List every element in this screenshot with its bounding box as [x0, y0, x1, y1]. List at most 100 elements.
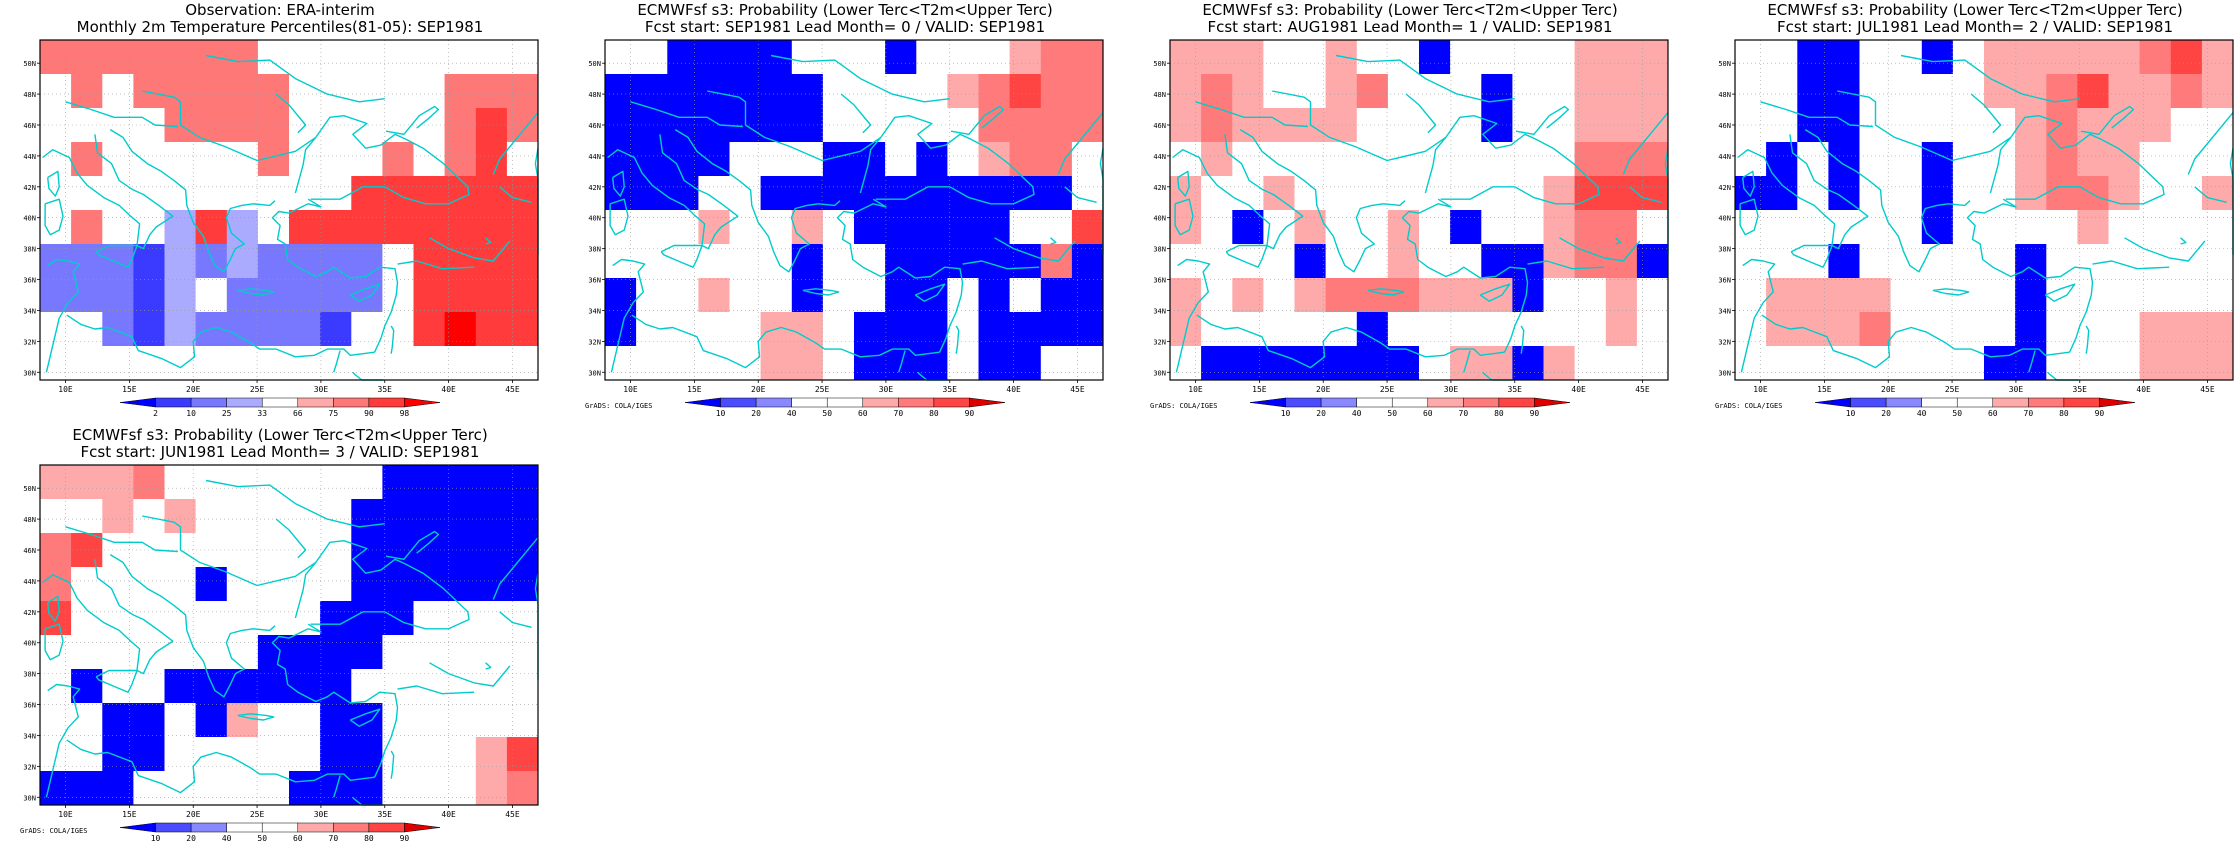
grid-cell	[978, 40, 1010, 75]
grid-cell	[1921, 244, 1954, 279]
coastline	[2180, 237, 2187, 245]
lon-tick-label: 30E	[2009, 385, 2024, 394]
grid-cell	[1984, 176, 2016, 211]
grid-cell	[1859, 244, 1891, 279]
coastline	[499, 611, 532, 628]
lat-tick-label: 40N	[1153, 215, 1166, 223]
grid-cell	[947, 346, 979, 381]
grid-cell	[1605, 278, 1638, 313]
lat-tick-label: 42N	[1153, 184, 1166, 192]
grid-cell	[667, 40, 699, 75]
lat-tick-label: 50N	[1718, 60, 1731, 68]
lat-tick-label: 32N	[588, 338, 601, 346]
coastline	[1175, 258, 1211, 373]
grid-cell	[1543, 108, 1575, 143]
map-svg: 10E 15E 20E 25E 30E 35E 40E 45E 30N 32N 34N 36N 38N 4…	[1718, 39, 2234, 418]
coastline	[2124, 237, 2206, 262]
grid-cell	[885, 278, 917, 313]
grid-cell	[40, 533, 72, 568]
grid-cell	[320, 312, 352, 347]
grid-cell	[2046, 74, 2078, 109]
grid-cell	[2015, 176, 2047, 211]
colorbar-label: 80	[1494, 409, 1504, 418]
grid-cell	[475, 40, 508, 75]
grid-cell	[226, 499, 259, 534]
grid-cell	[40, 312, 72, 347]
colorbar-segment	[1498, 397, 1535, 408]
lon-tick-label: 15E	[122, 810, 137, 819]
coastline	[609, 198, 629, 236]
grid-cell	[289, 210, 321, 245]
grid-cell	[164, 142, 196, 177]
lat-tick-label: 34N	[588, 307, 601, 315]
lat-tick-label: 36N	[1153, 277, 1166, 285]
grid-cell	[506, 346, 539, 381]
coastline	[674, 129, 841, 273]
coastline	[994, 237, 1076, 262]
grid-cell	[1450, 40, 1482, 75]
grid-cell	[475, 74, 508, 109]
grid-cell	[40, 40, 72, 75]
lat-tick-label: 42N	[588, 184, 601, 192]
grid-cell	[1263, 40, 1295, 75]
coastline	[1742, 170, 1755, 197]
grid-cell	[320, 737, 352, 772]
grid-cell	[1201, 210, 1233, 245]
lat-tick-label: 32N	[23, 763, 36, 771]
grid-cell	[289, 567, 321, 602]
grid-cell	[506, 737, 539, 772]
grid-cell	[667, 142, 699, 177]
grid-cell	[1232, 210, 1264, 245]
grid-cell	[164, 771, 196, 806]
grid-cell	[71, 635, 103, 670]
grid-cell	[1170, 346, 1202, 381]
panel-title-line2: Fcst start: AUG1981 Lead Month= 1 / VALI…	[1207, 18, 1613, 36]
grid-cell	[506, 244, 539, 279]
grid-cell	[1766, 346, 1798, 381]
lon-tick-label: 35E	[378, 810, 393, 819]
coastline	[1527, 260, 1605, 270]
grid-cell	[1232, 244, 1264, 279]
grid-cell	[475, 278, 508, 313]
grid-cell	[320, 703, 352, 738]
panel-title-line1: ECMWFsf s3: Probability (Lower Terc<T2m<…	[637, 1, 1053, 19]
grid-cell	[1294, 278, 1326, 313]
grid-cell	[1201, 108, 1233, 143]
grid-cell	[2201, 40, 2234, 75]
colorbar-segment	[368, 822, 405, 833]
grid-cell	[636, 108, 668, 143]
colorbar-label: 20	[751, 409, 761, 418]
grads-credit: GrADS: COLA/IGES	[20, 827, 88, 835]
lat-tick-label: 48N	[1153, 91, 1166, 99]
lat-tick-label: 30N	[23, 794, 36, 802]
grid-cell	[2046, 40, 2078, 75]
grid-cell	[636, 74, 668, 109]
coastline	[1900, 54, 2080, 103]
grid-cell	[1450, 74, 1482, 109]
grid-cell	[351, 465, 383, 500]
grid-cell	[444, 74, 477, 109]
grid-cell	[885, 312, 917, 347]
grid-cell	[71, 40, 103, 75]
grid-cell	[226, 771, 259, 806]
grid-cell	[1263, 74, 1295, 109]
grid-cell	[257, 244, 290, 279]
coastline	[1989, 114, 2165, 205]
grid-cell	[289, 244, 321, 279]
grid-cell	[916, 278, 948, 313]
colorbar-label: 33	[257, 409, 267, 418]
grid-cell	[636, 346, 668, 381]
grid-cell	[1387, 210, 1420, 245]
grid-cell	[1636, 176, 1669, 211]
colorbar-segment	[404, 822, 441, 833]
lon-tick-label: 20E	[186, 810, 201, 819]
grid-cell	[1543, 74, 1575, 109]
lat-tick-label: 44N	[588, 153, 601, 161]
lon-tick-label: 30E	[314, 810, 329, 819]
grid-cell	[1890, 346, 1923, 381]
grid-cell	[791, 210, 824, 245]
grid-cell	[1543, 210, 1575, 245]
grid-cell	[1294, 244, 1326, 279]
grid-cell	[102, 465, 134, 500]
colorbar-segment	[2063, 397, 2100, 408]
